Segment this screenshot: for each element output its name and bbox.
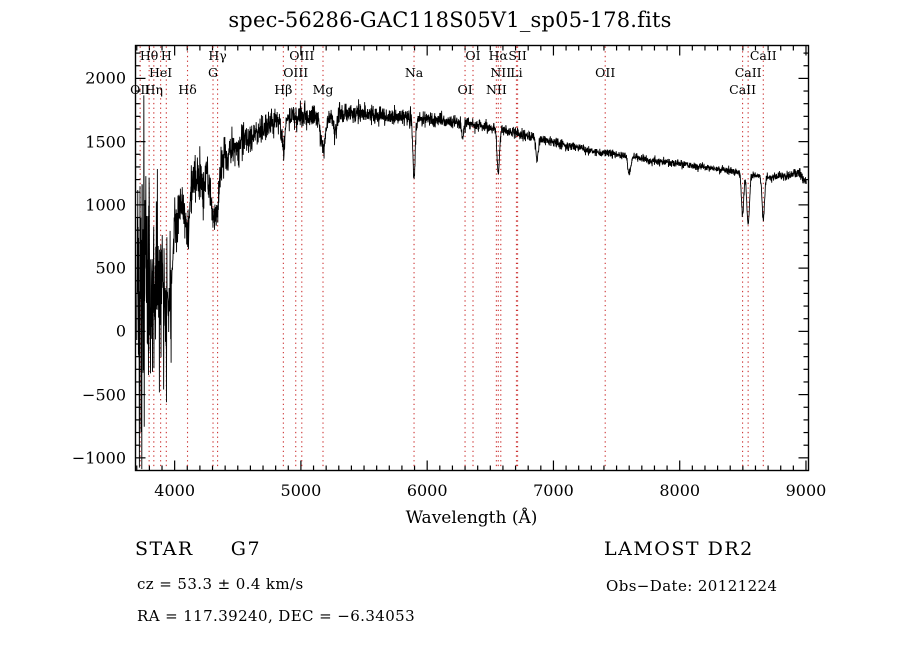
coordinates: RA = 117.39240, DEC = −6.34053 — [137, 607, 416, 625]
spectral-line-label: CaII — [729, 82, 757, 97]
y-tick-label: 500 — [95, 258, 126, 278]
plot-frame — [134, 44, 810, 472]
spectral-line-label: Hα — [488, 48, 508, 63]
radial-velocity: cz = 53.3 ± 0.4 km/s — [137, 575, 304, 593]
spectral-line-label: OIII — [289, 48, 315, 63]
x-tick-label: 6000 — [406, 480, 448, 500]
spectral-line-label: Hβ — [274, 82, 293, 97]
spectral-line-label: NII — [485, 82, 507, 97]
spectral-class: G7 — [230, 538, 262, 560]
spectral-line-label: G — [208, 65, 219, 80]
y-tick-label: 2000 — [85, 68, 126, 88]
spectral-line-label: Na — [404, 65, 424, 80]
spectral-line-label: OI — [465, 48, 481, 63]
spectral-line-label: OII — [595, 65, 616, 80]
spectral-line-label: Hγ — [208, 48, 227, 63]
spectral-line-label: Hδ — [178, 82, 197, 97]
x-tick-label: 4000 — [154, 480, 195, 500]
x-tick-label: 7000 — [533, 480, 574, 500]
spectral-line-label: Li — [510, 65, 523, 80]
obs-date: Obs−Date: 20121224 — [606, 577, 778, 595]
spectral-line-label: NII — [490, 65, 512, 80]
y-tick-label: −1000 — [71, 448, 126, 468]
x-tick-label: 8000 — [659, 480, 701, 500]
x-tick-label: 5000 — [280, 480, 322, 500]
spectral-line-label: H — [160, 48, 172, 63]
y-tick-label: 0 — [115, 321, 126, 341]
spectral-line-markers — [139, 46, 764, 470]
spectral-line-label: SII — [508, 48, 527, 63]
spectral-line-label: OII — [130, 82, 151, 97]
x-axis-title: Wavelength (Å) — [405, 508, 538, 528]
spectral-line-label: Hθ — [139, 48, 159, 63]
survey-label: LAMOST DR2 — [604, 538, 754, 560]
spectral-line-label: CaII — [734, 65, 762, 80]
object-type-label: STAR G7 — [135, 538, 261, 560]
y-tick-label: 1500 — [85, 132, 126, 152]
spectral-line-label: OI — [457, 82, 473, 97]
page-title: spec-56286-GAC118S05V1_sp05-178.fits — [228, 8, 672, 32]
y-tick-label: −500 — [82, 385, 126, 405]
y-tick-label: 1000 — [85, 195, 126, 215]
spectral-line-label: Mg — [312, 82, 334, 97]
x-tick-label: 9000 — [785, 480, 827, 500]
spectral-line-label: OIII — [283, 65, 309, 80]
spectral-line-label: HeI — [149, 65, 173, 80]
flux-trace — [136, 95, 807, 470]
spectral-line-label: Hη — [144, 82, 163, 97]
object-type: STAR — [135, 538, 194, 560]
spectral-line-label: CaII — [749, 48, 777, 63]
axis-major-ticks — [135, 45, 809, 471]
